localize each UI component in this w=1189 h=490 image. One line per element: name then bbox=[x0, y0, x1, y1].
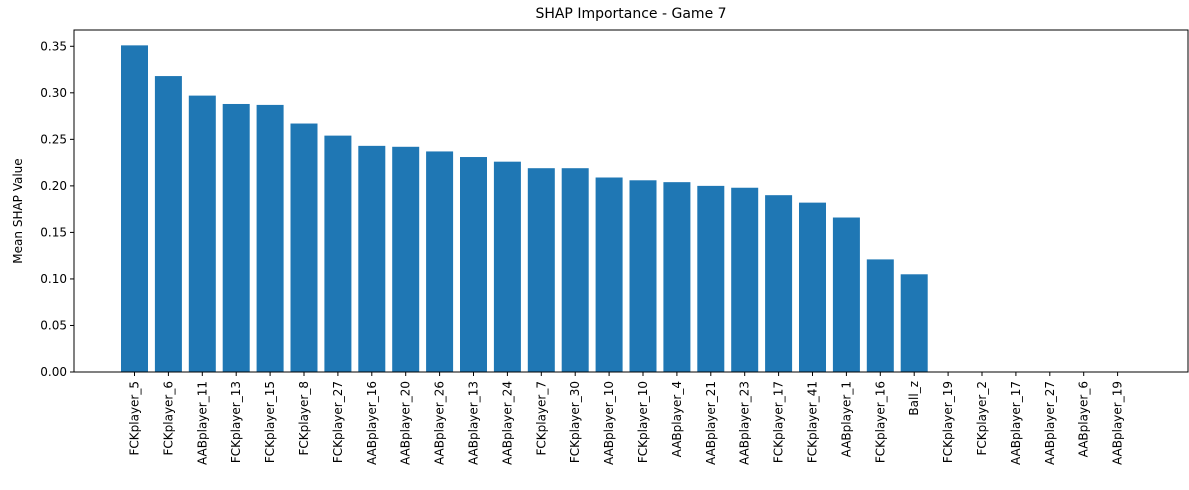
x-tick-label: FCKplayer_30 bbox=[568, 381, 582, 463]
bar-AABplayer_16 bbox=[358, 145, 386, 372]
y-tick-label: 0.10 bbox=[40, 272, 67, 286]
bar-AABplayer_13 bbox=[460, 157, 487, 372]
x-tick-label: AABplayer_20 bbox=[399, 381, 413, 465]
bar-FCKplayer_17 bbox=[765, 195, 793, 372]
x-tick-label: Ball_z bbox=[907, 381, 921, 416]
bar-FCKplayer_30 bbox=[561, 168, 589, 372]
x-tick-label: AABplayer_10 bbox=[602, 381, 616, 465]
x-tick-label: FCKplayer_16 bbox=[873, 381, 887, 463]
x-tick-label: AABplayer_26 bbox=[433, 381, 447, 465]
y-tick-label: 0.35 bbox=[40, 39, 67, 53]
y-tick-label: 0.30 bbox=[40, 86, 67, 100]
bar-AABplayer_26 bbox=[426, 151, 454, 372]
x-tick-label: FCKplayer_8 bbox=[297, 381, 311, 456]
x-tick-label: AABplayer_4 bbox=[670, 381, 684, 457]
bar-FCKplayer_41 bbox=[799, 202, 826, 372]
x-tick-label: FCKplayer_19 bbox=[941, 381, 955, 463]
bar-AABplayer_20 bbox=[392, 146, 420, 372]
bar-FCKplayer_15 bbox=[256, 104, 284, 372]
x-tick-label: AABplayer_6 bbox=[1077, 381, 1091, 457]
bar-FCKplayer_10 bbox=[629, 180, 657, 372]
x-axis-ticks: FCKplayer_5 FCKplayer_6 AABplayer_11 FCKpla… bbox=[128, 372, 1125, 465]
y-axis-label: Mean SHAP Value bbox=[11, 158, 25, 263]
x-tick-label: AABplayer_19 bbox=[1111, 381, 1125, 465]
y-tick-label: 0.20 bbox=[40, 179, 67, 193]
y-tick-label: 0.00 bbox=[40, 365, 67, 379]
x-tick-label: AABplayer_1 bbox=[839, 381, 853, 457]
bar-AABplayer_11 bbox=[188, 95, 216, 373]
x-tick-label: FCKplayer_13 bbox=[229, 381, 243, 463]
x-tick-label: FCKplayer_6 bbox=[161, 381, 175, 456]
bar-AABplayer_24 bbox=[493, 161, 521, 372]
y-tick-label: 0.05 bbox=[40, 318, 67, 332]
bar-AABplayer_1 bbox=[832, 217, 860, 372]
bar-Ball_z bbox=[900, 274, 928, 372]
bar-AABplayer_21 bbox=[697, 185, 725, 372]
bar-FCKplayer_6 bbox=[154, 76, 182, 372]
bar-FCKplayer_8 bbox=[290, 123, 318, 372]
x-tick-label: FCKplayer_17 bbox=[772, 381, 786, 463]
x-tick-label: FCKplayer_5 bbox=[128, 381, 142, 456]
x-tick-label: FCKplayer_10 bbox=[636, 381, 650, 463]
plot-frame bbox=[73, 29, 1189, 373]
x-tick-label: AABplayer_17 bbox=[1009, 381, 1023, 465]
bar-FCKplayer_13 bbox=[222, 103, 250, 372]
bar-AABplayer_4 bbox=[663, 182, 691, 372]
bar-AABplayer_10 bbox=[595, 177, 623, 372]
bar-FCKplayer_7 bbox=[527, 168, 555, 372]
x-tick-label: AABplayer_24 bbox=[500, 381, 514, 465]
bar-AABplayer_23 bbox=[731, 187, 759, 372]
x-tick-label: FCKplayer_7 bbox=[534, 381, 548, 456]
y-tick-label: 0.15 bbox=[40, 225, 67, 239]
x-tick-label: FCKplayer_27 bbox=[331, 381, 345, 463]
bar-FCKplayer_27 bbox=[324, 135, 352, 372]
bar-FCKplayer_5 bbox=[121, 45, 148, 373]
x-tick-label: AABplayer_23 bbox=[738, 381, 752, 465]
y-tick-label: 0.25 bbox=[40, 132, 67, 146]
chart-title: SHAP Importance - Game 7 bbox=[535, 6, 726, 22]
x-tick-label: FCKplayer_15 bbox=[263, 381, 277, 463]
y-axis-ticks: 0.00 0.05 0.10 0.15 0.20 0.25 0.30 0.35 bbox=[40, 39, 74, 379]
x-tick-label: AABplayer_11 bbox=[195, 381, 209, 465]
x-tick-label: AABplayer_16 bbox=[365, 381, 379, 465]
bars-group bbox=[121, 45, 928, 373]
x-tick-label: AABplayer_27 bbox=[1043, 381, 1057, 465]
x-tick-label: AABplayer_21 bbox=[704, 381, 718, 465]
x-tick-label: FCKplayer_2 bbox=[975, 381, 989, 456]
bar-FCKplayer_16 bbox=[866, 259, 894, 372]
x-tick-label: AABplayer_13 bbox=[467, 381, 481, 465]
x-tick-label: FCKplayer_41 bbox=[806, 381, 820, 463]
